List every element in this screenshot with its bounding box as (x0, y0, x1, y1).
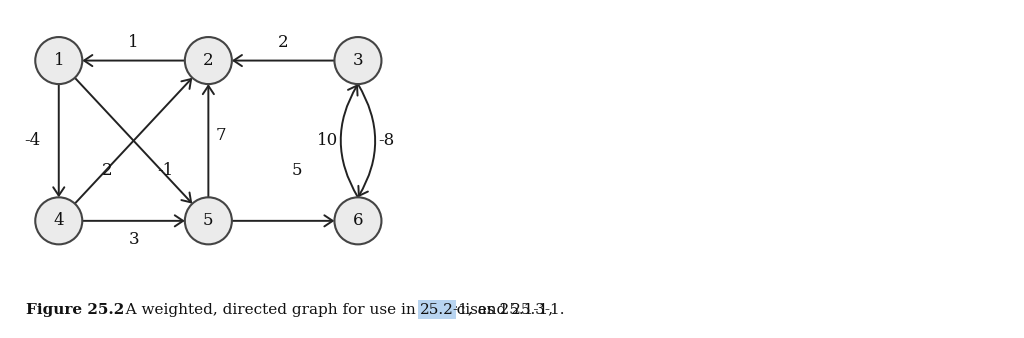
Text: -1: -1 (158, 162, 174, 179)
Text: 3: 3 (128, 231, 139, 247)
FancyArrowPatch shape (84, 55, 185, 66)
Text: 2: 2 (101, 162, 113, 179)
Text: 3: 3 (352, 52, 364, 69)
Text: 4: 4 (53, 212, 65, 230)
Text: 1: 1 (128, 34, 139, 51)
FancyArrowPatch shape (341, 86, 358, 197)
Circle shape (185, 197, 231, 244)
Text: 5: 5 (292, 162, 302, 179)
Text: 2: 2 (203, 52, 214, 69)
Circle shape (35, 37, 82, 84)
Circle shape (35, 197, 82, 244)
Text: -1, and 25.3-1.: -1, and 25.3-1. (453, 303, 564, 317)
FancyArrowPatch shape (358, 84, 375, 196)
Text: -8: -8 (379, 132, 395, 149)
FancyArrowPatch shape (203, 86, 214, 197)
Text: Figure 25.2: Figure 25.2 (26, 303, 124, 317)
Text: 2: 2 (278, 34, 289, 51)
FancyArrowPatch shape (75, 79, 191, 204)
Text: 10: 10 (317, 132, 339, 149)
FancyArrowPatch shape (53, 84, 65, 196)
Text: 7: 7 (216, 127, 226, 144)
FancyArrowPatch shape (82, 215, 183, 226)
Text: 6: 6 (352, 212, 364, 230)
Circle shape (185, 37, 231, 84)
Text: 1: 1 (53, 52, 65, 69)
Text: 5: 5 (203, 212, 214, 230)
FancyArrowPatch shape (233, 55, 335, 66)
Circle shape (335, 197, 382, 244)
Text: -4: -4 (24, 132, 40, 149)
FancyArrowPatch shape (75, 78, 191, 202)
Circle shape (335, 37, 382, 84)
Text: 25.2: 25.2 (420, 303, 454, 317)
Text: A weighted, directed graph for use in Exercises 25.1-1,: A weighted, directed graph for use in Ex… (111, 303, 558, 317)
FancyArrowPatch shape (231, 215, 333, 226)
